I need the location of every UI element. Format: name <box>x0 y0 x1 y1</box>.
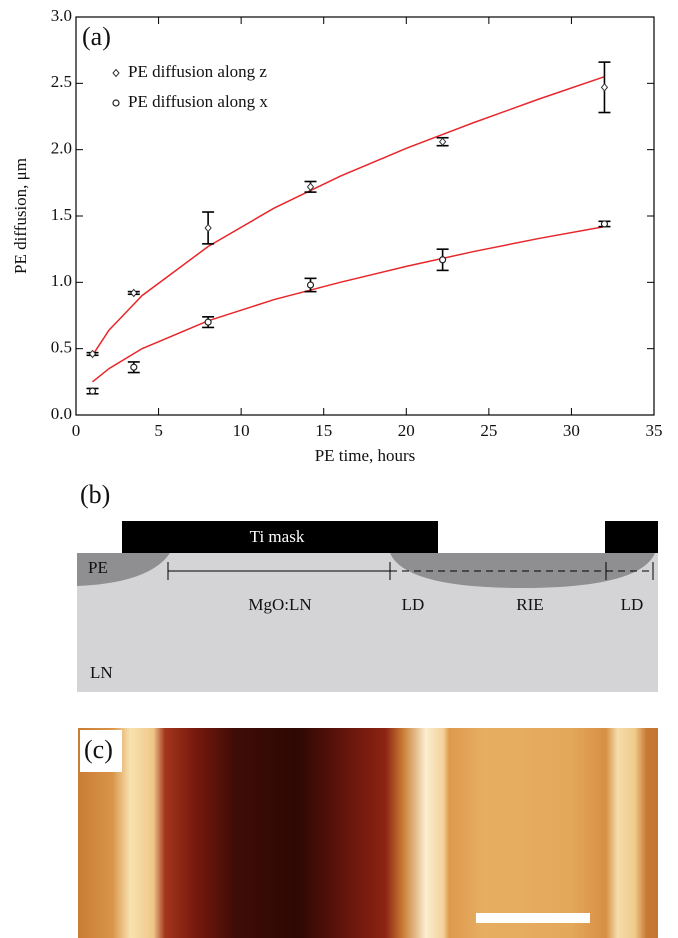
y-tick-label: 3.0 <box>51 6 72 25</box>
afm-image: (c) <box>78 728 658 938</box>
ti-mask <box>122 521 438 553</box>
x-tick-label: 30 <box>563 421 580 440</box>
x-tick-label: 15 <box>315 421 332 440</box>
pe-region <box>77 553 170 586</box>
x-tick-label: 20 <box>398 421 415 440</box>
data-point <box>439 256 447 264</box>
region-label: LD <box>621 595 644 614</box>
diagram: (b) Ti mask PE MgO:LN LD RIE LD LN <box>77 480 658 692</box>
data-point <box>306 281 315 289</box>
pe-label: PE <box>88 558 108 577</box>
x-tick-label: 35 <box>646 421 663 440</box>
x-tick-label: 25 <box>480 421 497 440</box>
legend-label: PE diffusion along z <box>128 62 267 81</box>
legend-marker <box>112 68 120 78</box>
afm-map <box>78 728 658 938</box>
data-point <box>204 223 212 233</box>
substrate-label: LN <box>90 663 113 682</box>
y-tick-label: 2.0 <box>51 139 72 158</box>
data-point <box>130 288 138 298</box>
y-tick-label: 2.5 <box>51 72 72 91</box>
x-tick-label: 5 <box>154 421 163 440</box>
x-tick-label: 0 <box>72 421 81 440</box>
y-tick-label: 0.0 <box>51 404 72 423</box>
data-point <box>600 220 609 228</box>
data-point <box>204 318 212 326</box>
y-tick-label: 1.5 <box>51 205 72 224</box>
ti-mask <box>605 521 658 553</box>
region-label: RIE <box>516 595 543 614</box>
panel-label: (a) <box>82 22 111 51</box>
y-tick-label: 0.5 <box>51 338 72 357</box>
label-box <box>80 730 122 772</box>
region-label: MgO:LN <box>248 595 311 614</box>
legend-marker <box>112 99 120 107</box>
region-label: LD <box>402 595 425 614</box>
legend-label: PE diffusion along x <box>128 92 268 111</box>
data-point <box>600 83 609 92</box>
data-point <box>88 387 97 395</box>
panel-label: (b) <box>80 480 110 509</box>
data-point <box>438 137 447 146</box>
y-tick-label: 1.0 <box>51 271 72 290</box>
data-point <box>88 349 97 359</box>
y-axis-label: PE diffusion, μm <box>11 158 30 274</box>
scale-bar <box>476 913 590 923</box>
chart: 0 5 10 15 20 25 30 35 0.0 0.5 1.0 1.5 2.0 2.5 3.0 PE ti… <box>11 6 663 465</box>
mask-label: Ti mask <box>250 527 305 546</box>
fit-curve <box>91 75 605 356</box>
data-point <box>130 363 138 371</box>
data-point <box>306 182 315 192</box>
x-tick-label: 10 <box>233 421 250 440</box>
panel-label: (c) <box>84 735 113 764</box>
fit-curve <box>92 225 605 383</box>
x-axis-label: PE time, hours <box>315 446 416 465</box>
